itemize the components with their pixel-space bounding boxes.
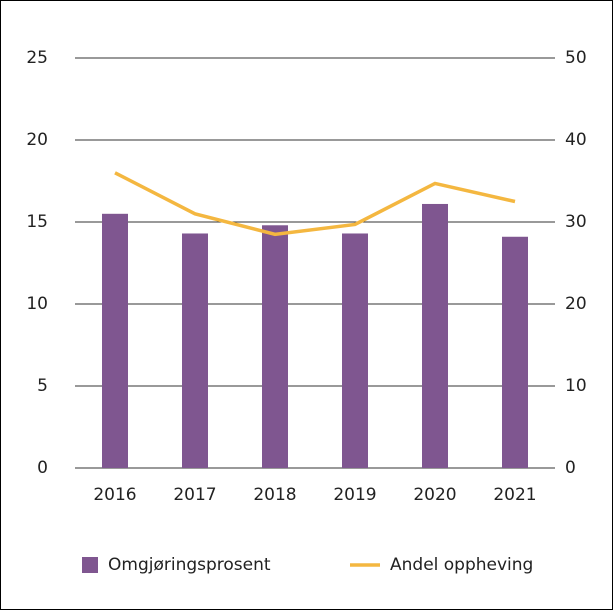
y-tick-label: 20 (26, 130, 48, 150)
y2-tick-label: 50 (565, 48, 587, 68)
y2-tick-label: 0 (565, 458, 576, 478)
x-tick-label: 2019 (333, 485, 376, 505)
y-tick-label: 25 (26, 48, 48, 68)
bar (262, 225, 288, 468)
bar (502, 236, 528, 468)
bar (422, 203, 448, 468)
x-tick-label: 2017 (173, 485, 216, 505)
y-tick-label: 5 (37, 376, 48, 396)
y2-tick-label: 40 (565, 130, 587, 150)
x-tick-label: 2021 (493, 485, 536, 505)
legend-swatch (82, 557, 98, 573)
y-tick-label: 15 (26, 212, 48, 232)
y-tick-label: 0 (37, 458, 48, 478)
y2-tick-label: 30 (565, 212, 587, 232)
legend-label: Omgjøringsprosent (108, 555, 271, 575)
y-tick-label: 10 (26, 294, 48, 314)
y2-tick-label: 20 (565, 294, 587, 314)
x-tick-label: 2020 (413, 485, 456, 505)
bar (102, 213, 128, 468)
bar (342, 233, 368, 468)
x-tick-label: 2016 (93, 485, 136, 505)
legend-label: Andel oppheving (390, 555, 533, 575)
bar (182, 233, 208, 468)
x-tick-label: 2018 (253, 485, 296, 505)
line (114, 171, 516, 237)
y2-tick-label: 10 (565, 376, 587, 396)
